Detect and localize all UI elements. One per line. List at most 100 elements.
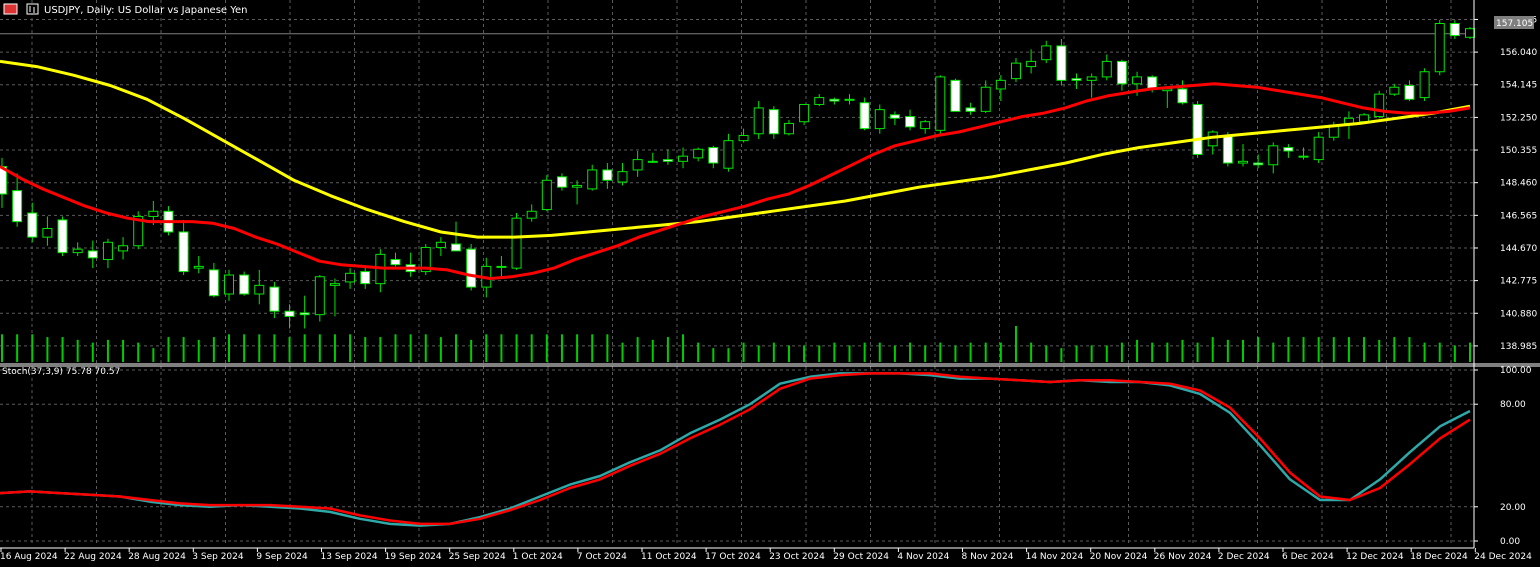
date-axis-label: 12 Dec 2024 — [1346, 552, 1404, 562]
candle-body — [541, 179, 552, 211]
candle-body — [980, 86, 991, 112]
candle-body — [193, 265, 204, 269]
price-axis-label: 146.565 — [1500, 211, 1537, 221]
candle-body — [284, 310, 295, 317]
date-axis-label: 23 Oct 2024 — [769, 552, 825, 562]
candle-body — [647, 160, 658, 163]
candle-body — [632, 159, 643, 171]
candle-body — [859, 102, 870, 130]
candle-body — [1389, 86, 1400, 95]
candle-body — [572, 184, 583, 188]
candle-body — [1465, 28, 1475, 38]
candle-body — [768, 109, 779, 135]
candle-body — [1434, 23, 1445, 73]
stochastic-layer — [0, 372, 1471, 527]
candle-body — [72, 248, 83, 254]
candle-body — [708, 147, 719, 164]
date-axis-label: 4 Nov 2024 — [897, 552, 949, 562]
stoch-axis-label: 80.00 — [1500, 400, 1526, 410]
candle-body — [1298, 155, 1309, 158]
price-axis-label: 144.670 — [1500, 244, 1537, 254]
candle-body — [1404, 85, 1415, 100]
stoch-signal-line — [0, 372, 1471, 526]
price-axis-label: 150.355 — [1500, 146, 1537, 156]
current-price-label: 157.105 — [1496, 19, 1533, 29]
date-axis-label: 24 Dec 2024 — [1474, 552, 1532, 562]
date-axis-label: 7 Oct 2024 — [577, 552, 627, 562]
candle-body — [178, 231, 189, 273]
current-price-box — [1494, 16, 1534, 29]
stoch-axis-label: 0.00 — [1500, 537, 1520, 547]
date-axis-label: 1 Oct 2024 — [513, 552, 563, 562]
candle-body — [1026, 60, 1037, 68]
candle-body — [1359, 114, 1370, 123]
candle-body — [269, 286, 280, 312]
date-axis-label: 9 Sep 2024 — [256, 552, 308, 562]
date-axis-label: 25 Sep 2024 — [449, 552, 506, 562]
candle-body — [1177, 88, 1188, 104]
grid-layer — [0, 0, 1474, 545]
candle-body — [42, 228, 53, 238]
candle-body — [814, 97, 825, 105]
date-axis-label: 26 Nov 2024 — [1154, 552, 1212, 562]
candle-body — [57, 219, 68, 254]
candle-body — [118, 245, 129, 252]
candle-body — [360, 271, 371, 285]
candle-body — [1268, 145, 1279, 166]
stoch-axis-label: 20.00 — [1500, 503, 1526, 513]
candle-body — [935, 76, 946, 131]
candle-body — [1041, 45, 1052, 61]
price-axis-label: 148.460 — [1500, 179, 1537, 189]
date-axis-label: 6 Dec 2024 — [1282, 552, 1334, 562]
candle-body — [1374, 93, 1385, 118]
candle-body — [753, 107, 764, 135]
candle-body — [783, 122, 794, 135]
price-axis-label: 152.250 — [1500, 113, 1537, 123]
candle-body — [102, 241, 113, 261]
price-axis-label: 138.985 — [1500, 342, 1537, 352]
candle-body — [314, 276, 325, 316]
candle-body — [693, 148, 704, 159]
date-axis-label: 11 Oct 2024 — [641, 552, 697, 562]
candle-body — [1010, 62, 1021, 80]
date-axis-label: 29 Oct 2024 — [833, 552, 889, 562]
stochastic-title: Stoch(37,3,9) 75.78 70.57 — [2, 367, 120, 377]
candle-body — [799, 103, 810, 123]
candle-body — [678, 155, 689, 162]
candle-body — [466, 248, 477, 288]
candle-body — [1132, 76, 1143, 85]
candle-body — [617, 171, 628, 183]
candle-body — [723, 140, 734, 169]
candle-body — [1237, 160, 1248, 164]
candle-body — [602, 169, 613, 181]
date-axis-label: 2 Dec 2024 — [1218, 552, 1270, 562]
candle-body — [420, 246, 431, 273]
date-axis-label: 3 Sep 2024 — [192, 552, 244, 562]
candle-body — [1313, 136, 1324, 161]
candle-body — [995, 79, 1006, 90]
symbol-title: USDJPY, Daily: US Dollar vs Japanese Yen — [44, 5, 248, 16]
date-axis-label: 13 Sep 2024 — [321, 552, 378, 562]
candle-body — [451, 243, 462, 252]
candle-body — [738, 134, 749, 142]
candle-body — [390, 259, 401, 266]
candle-body — [299, 312, 310, 316]
candle-body — [329, 283, 340, 286]
window-buttons-icon[interactable] — [3, 3, 39, 15]
volume-layer — [1, 326, 1471, 362]
candle-body — [224, 274, 235, 295]
candle-body — [905, 116, 916, 128]
candle-body — [1419, 71, 1430, 99]
candle-body — [511, 217, 522, 269]
candle-body — [526, 210, 537, 219]
candle-body — [254, 284, 265, 295]
candle-body — [587, 169, 598, 190]
date-axis-label: 18 Dec 2024 — [1410, 552, 1468, 562]
candle-body — [1192, 103, 1203, 155]
ma-fast-line — [0, 82, 1471, 280]
date-axis-label: 8 Nov 2024 — [962, 552, 1014, 562]
candle-body — [920, 121, 931, 130]
